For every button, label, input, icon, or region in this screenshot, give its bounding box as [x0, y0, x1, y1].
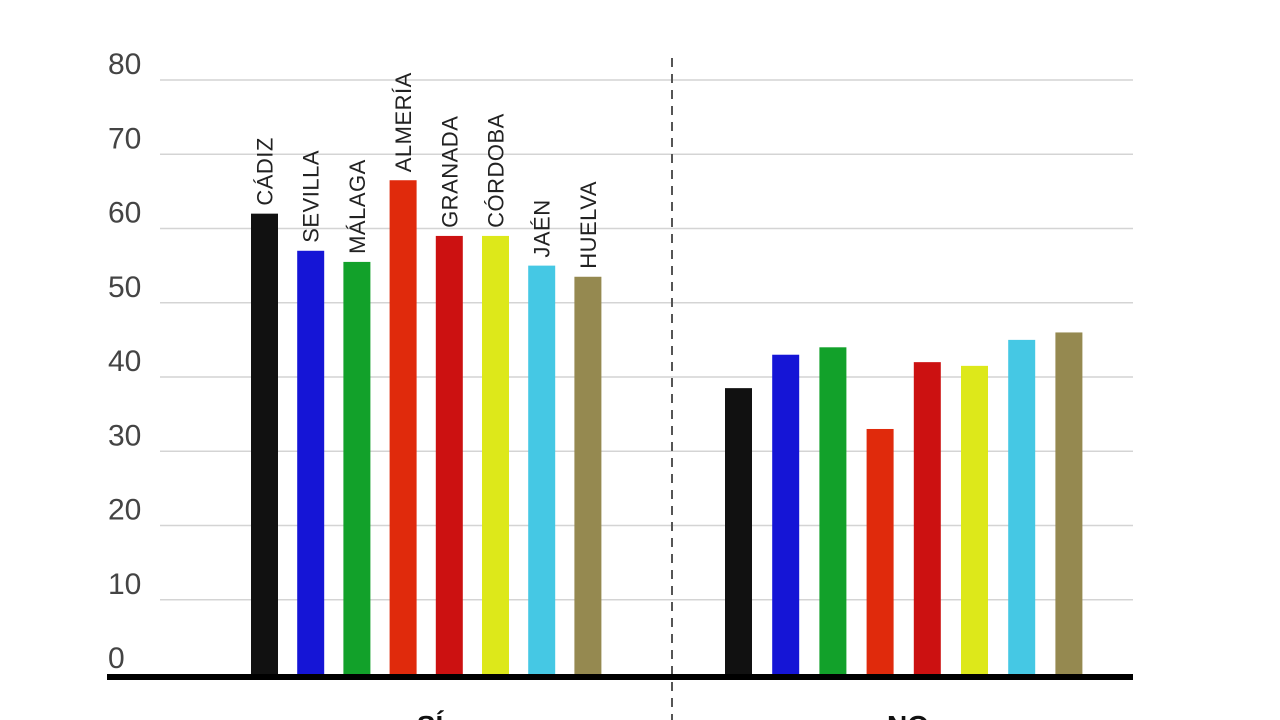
bar-si-3 [389, 180, 417, 675]
bar-category-label: CÁDIZ [253, 137, 278, 206]
bar-si-4 [435, 235, 463, 675]
bar-si-6 [528, 265, 556, 674]
y-tick-label: 50 [108, 271, 141, 304]
bar-category-label: CÓRDOBA [484, 113, 509, 228]
bars [251, 180, 1083, 675]
group-label-si: SÍ [417, 710, 445, 720]
group-label-no: NO [887, 710, 929, 720]
bar-category-label: JAÉN [530, 199, 555, 257]
bar-category-label: GRANADA [437, 116, 462, 228]
bar-no-5 [961, 365, 988, 674]
bar-no-6 [1008, 339, 1036, 674]
y-tick-label: 0 [108, 642, 125, 675]
bar-no-3 [866, 428, 894, 674]
y-tick-label: 60 [108, 197, 141, 230]
bar-no-1 [772, 354, 800, 674]
bar-category-label: ALMERÍA [391, 72, 416, 172]
y-tick-label: 30 [108, 419, 141, 452]
bar-si-0 [251, 213, 278, 674]
bar-si-2 [343, 261, 371, 674]
bar-no-2 [819, 347, 847, 674]
y-tick-label: 10 [108, 568, 141, 601]
y-tick-label: 40 [108, 345, 141, 378]
bar-no-0 [725, 388, 752, 674]
bar-si-5 [482, 235, 509, 675]
y-tick-label: 70 [108, 122, 141, 155]
bar-category-label: SEVILLA [299, 150, 324, 243]
bar-labels: CÁDIZ SEVILLA MÁLAGA ALMERÍA GRANADA CÓRDOBA J… [253, 72, 601, 269]
y-axis-ticks: 0 10 20 30 40 50 60 70 80 [108, 48, 141, 675]
y-tick-label: 20 [108, 494, 141, 527]
bar-no-7 [1055, 332, 1083, 674]
bar-si-1 [297, 250, 325, 674]
bar-no-4 [913, 362, 941, 674]
y-tick-label: 80 [108, 48, 141, 81]
bar-category-label: HUELVA [576, 181, 601, 269]
bar-si-7 [574, 276, 602, 674]
bar-category-label: MÁLAGA [345, 159, 370, 254]
